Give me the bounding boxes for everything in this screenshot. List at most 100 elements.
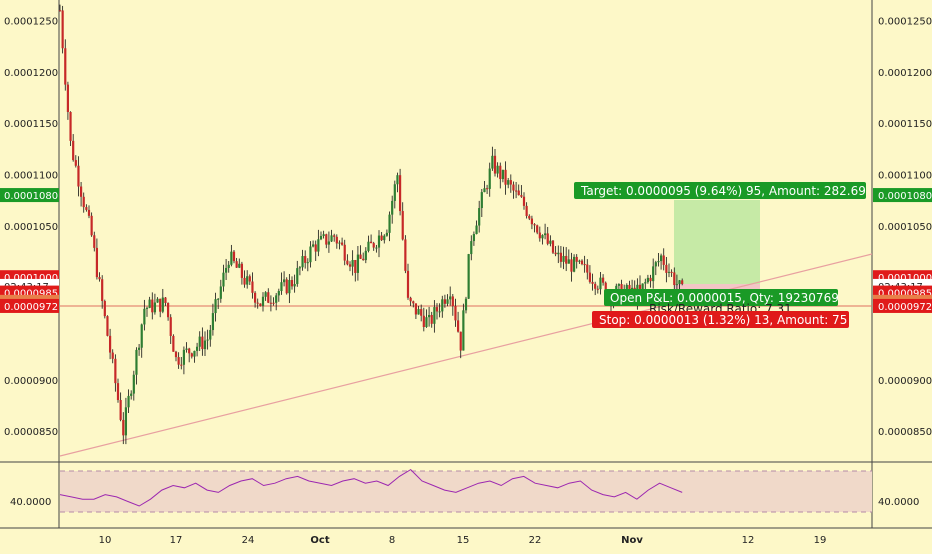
- candle-body: [599, 277, 602, 290]
- rsi-axis-label-left: 40.0000: [10, 497, 51, 508]
- candle-body: [156, 298, 159, 303]
- candle-body: [470, 241, 473, 255]
- candle-body: [304, 256, 307, 263]
- candle-body: [364, 250, 367, 261]
- candle-body: [565, 255, 568, 264]
- candles-group[interactable]: [58, 4, 684, 445]
- candle-body: [388, 214, 391, 233]
- candle-body: [459, 331, 462, 351]
- x-tick-label: 8: [389, 535, 395, 546]
- candle-body: [143, 308, 146, 325]
- candle-body: [269, 302, 273, 304]
- stop-label: Stop: 0.0000013 (1.32%) 13, Amount: 75: [599, 313, 847, 327]
- candle-body: [675, 284, 679, 286]
- stop-zone[interactable]: [674, 284, 760, 292]
- candle-body: [504, 169, 507, 185]
- price-badge-label-left: 0.0000972: [4, 302, 58, 313]
- candle-body: [659, 255, 663, 262]
- candle-body: [430, 314, 433, 324]
- target-zone[interactable]: [674, 200, 760, 284]
- candle-body: [601, 277, 605, 283]
- candle-body: [132, 374, 135, 394]
- candle-body: [325, 234, 328, 245]
- candle-body: [282, 279, 286, 283]
- candle-body: [478, 208, 481, 226]
- candle-body: [543, 233, 547, 236]
- candle-body: [628, 284, 631, 293]
- candle-body: [435, 307, 439, 312]
- candle-body: [145, 307, 149, 309]
- price-badge-label-left: 0.0001000: [4, 273, 58, 284]
- candle-body: [180, 364, 183, 366]
- candle-body: [66, 84, 70, 112]
- candle-body: [248, 276, 251, 282]
- x-tick-label: Oct: [310, 535, 329, 546]
- y-tick-label-left: 0.0001050: [4, 222, 58, 233]
- candle-body: [159, 298, 162, 312]
- candle-body: [77, 165, 80, 187]
- candle-body: [311, 244, 315, 247]
- candle-body: [491, 155, 494, 169]
- candle-body: [501, 169, 505, 180]
- x-tick-label: Nov: [621, 535, 643, 546]
- candle-body: [95, 247, 99, 278]
- candle-body: [306, 262, 309, 264]
- price-badge-right: [873, 188, 932, 203]
- candle-body: [309, 246, 312, 263]
- candle-body: [362, 258, 365, 261]
- candle-body: [288, 279, 291, 294]
- candle-body: [227, 264, 230, 268]
- candle-body: [253, 292, 257, 303]
- candle-body: [130, 393, 133, 396]
- candle-body: [673, 272, 676, 286]
- open-pnl-label-box[interactable]: Open P&L: 0.0000015, Qty: 19230769: [604, 289, 839, 306]
- candle-body: [464, 298, 468, 311]
- price-badge-label-right: 0.0000972: [878, 302, 932, 313]
- candle-body: [267, 292, 270, 303]
- candle-body: [525, 205, 528, 216]
- candle-body: [235, 261, 238, 268]
- candle-body: [98, 277, 101, 280]
- candle-body: [201, 336, 204, 350]
- candle-body: [243, 277, 246, 285]
- candle-body: [652, 266, 655, 282]
- y-tick-label-right: 0.0001050: [878, 222, 932, 233]
- candle-body: [678, 280, 681, 285]
- candle-body: [177, 357, 180, 365]
- y-tick-label-right: 0.0001250: [878, 17, 932, 28]
- x-tick-label: 17: [170, 535, 183, 546]
- candle-body: [488, 168, 491, 189]
- candle-body: [594, 283, 597, 289]
- y-tick-label-right: 0.0000900: [878, 376, 932, 387]
- candle-body: [333, 235, 336, 237]
- target-label-box[interactable]: Target: 0.0000095 (9.64%) 95, Amount: 28…: [574, 182, 866, 199]
- candle-body: [322, 234, 325, 236]
- candle-body: [280, 282, 283, 292]
- candle-body: [383, 235, 386, 241]
- candle-body: [64, 48, 67, 85]
- candle-body: [644, 282, 647, 284]
- candle-body: [670, 271, 673, 273]
- candle-body: [575, 256, 578, 262]
- candle-body: [377, 235, 381, 248]
- candle-body: [451, 296, 454, 307]
- candle-body: [277, 291, 280, 296]
- candle-body: [456, 320, 460, 332]
- candle-body: [193, 350, 196, 357]
- trendline[interactable]: [59, 253, 873, 457]
- stop-label-box[interactable]: Stop: 0.0000013 (1.32%) 13, Amount: 75: [592, 311, 849, 328]
- rsi-line: [59, 468, 683, 507]
- candle-body: [232, 251, 236, 262]
- candle-body: [214, 299, 217, 314]
- candle-body: [58, 10, 62, 12]
- candle-body: [562, 255, 565, 262]
- candle-body: [496, 165, 499, 174]
- y-tick-label-right: 0.0000850: [878, 427, 932, 438]
- candle-body: [528, 215, 531, 219]
- candle-body: [356, 254, 360, 273]
- candle-body: [559, 252, 563, 262]
- candle-body: [572, 256, 576, 272]
- candle-body: [151, 299, 154, 313]
